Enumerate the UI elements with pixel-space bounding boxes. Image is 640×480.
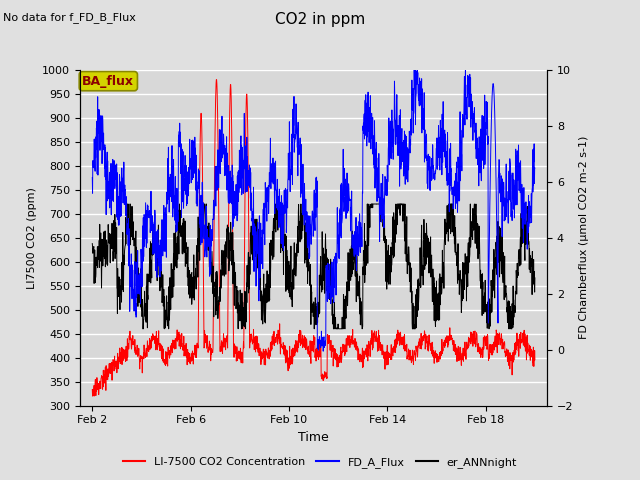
Text: CO2 in ppm: CO2 in ppm (275, 12, 365, 27)
X-axis label: Time: Time (298, 431, 329, 444)
Text: BA_flux: BA_flux (83, 74, 134, 88)
Y-axis label: FD Chamberflux (μmol CO2 m-2 s-1): FD Chamberflux (μmol CO2 m-2 s-1) (579, 136, 589, 339)
Text: No data for f_FD_B_Flux: No data for f_FD_B_Flux (3, 12, 136, 23)
Legend: LI-7500 CO2 Concentration, FD_A_Flux, er_ANNnight: LI-7500 CO2 Concentration, FD_A_Flux, er… (118, 452, 522, 472)
Y-axis label: LI7500 CO2 (ppm): LI7500 CO2 (ppm) (27, 187, 36, 288)
